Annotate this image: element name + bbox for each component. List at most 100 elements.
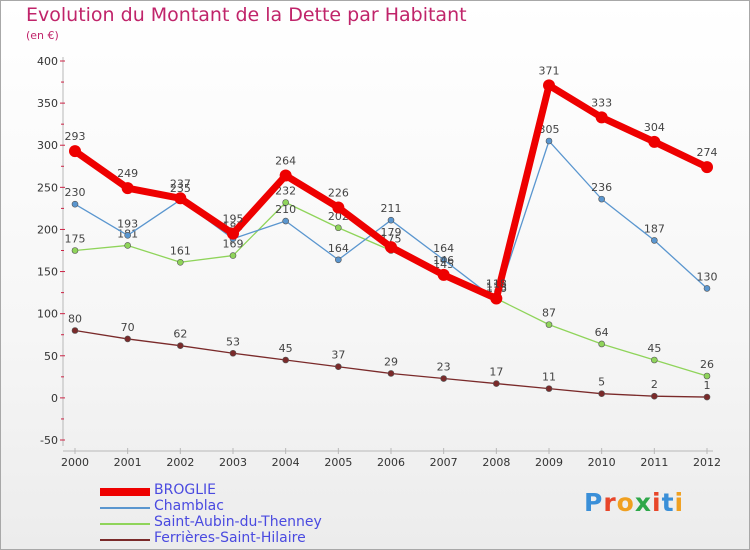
logo-letter: r — [603, 488, 617, 517]
data-point — [229, 349, 237, 357]
data-point — [335, 256, 342, 264]
data-label: 11 — [542, 371, 556, 384]
data-label: 169 — [223, 238, 244, 251]
legend-label: Ferrières-Saint-Hilaire — [154, 530, 306, 546]
data-point — [437, 268, 450, 281]
x-tick-label: 2012 — [693, 456, 721, 469]
legend-label: BROGLIE — [154, 482, 216, 498]
y-tick-label: 400 — [37, 55, 58, 68]
data-label: 2 — [651, 378, 658, 391]
data-label: 211 — [381, 202, 402, 215]
data-label: 130 — [697, 270, 718, 283]
x-tick-label: 2004 — [272, 456, 300, 469]
data-label: 64 — [595, 326, 609, 339]
data-label: 187 — [644, 222, 665, 235]
data-label: 235 — [170, 182, 191, 195]
data-point — [648, 135, 661, 148]
data-label: 305 — [539, 123, 560, 136]
data-point — [282, 356, 289, 364]
data-point — [282, 199, 289, 206]
data-label: 62 — [173, 328, 187, 341]
y-tick-label: 300 — [37, 139, 58, 152]
data-label: 45 — [279, 342, 293, 355]
data-label: 293 — [65, 130, 86, 143]
data-label: 193 — [117, 217, 138, 230]
x-tick-label: 2006 — [377, 456, 405, 469]
data-point — [71, 247, 79, 254]
logo-letter: t — [661, 488, 675, 517]
data-label: 264 — [275, 155, 296, 168]
data-point — [598, 195, 605, 203]
data-label: 53 — [226, 335, 240, 348]
data-label: 195 — [223, 213, 244, 226]
chart-subtitle: (en €) — [26, 29, 59, 42]
y-tick-label: 250 — [37, 181, 58, 194]
data-label: 237 — [170, 177, 191, 190]
chart-title: Evolution du Montant de la Dette par Hab… — [26, 4, 467, 26]
data-label: 118 — [486, 278, 507, 291]
legend-label: Saint-Aubin-du-Thenney — [154, 514, 322, 530]
y-tick-label: 50 — [44, 350, 58, 363]
legend-label: Chamblac — [154, 498, 224, 514]
data-label: 45 — [647, 342, 661, 355]
data-point — [332, 201, 345, 214]
data-point — [71, 200, 79, 208]
data-point — [282, 217, 289, 225]
data-point — [124, 232, 131, 239]
data-point — [598, 390, 605, 397]
data-label: 249 — [117, 167, 138, 180]
data-point — [440, 256, 447, 264]
logo-letter: i — [652, 488, 662, 517]
data-point — [543, 79, 555, 92]
data-point — [279, 169, 292, 182]
data-point — [177, 258, 184, 266]
series-0: 80 70 62 53 45 37 29 23 17 11 5 2 1 — [68, 313, 711, 401]
data-point — [545, 321, 553, 328]
line-chart: -50 0 50 100 150 200 250 300 350 400 2000 2001 2002 2… — [37, 55, 721, 469]
x-tick-label: 2000 — [61, 456, 89, 469]
logo-letter: o — [616, 488, 635, 517]
data-point — [385, 241, 397, 254]
y-tick-label: 100 — [37, 308, 58, 321]
data-label: 333 — [591, 96, 612, 109]
data-point — [651, 356, 658, 364]
data-point — [335, 224, 342, 232]
x-tick-label: 2007 — [430, 456, 458, 469]
logo-letter: P — [584, 488, 604, 517]
data-point — [490, 292, 503, 305]
data-point — [174, 192, 187, 205]
x-tick-label: 2011 — [640, 456, 668, 469]
x-tick-label: 2001 — [114, 456, 142, 469]
data-label: 175 — [65, 233, 86, 246]
data-label: 1 — [704, 379, 711, 392]
x-tick-label: 2005 — [324, 456, 352, 469]
data-point — [69, 145, 81, 158]
data-point — [545, 137, 553, 145]
data-label: 87 — [542, 307, 556, 320]
data-label: 179 — [381, 226, 402, 239]
y-tick-label: 350 — [37, 97, 58, 110]
data-point — [651, 392, 658, 400]
data-point — [703, 372, 711, 380]
data-point — [703, 393, 711, 401]
series-3: 293 249 237 195 264 226 179 146 118 371 333 304 274 — [65, 64, 718, 305]
proxiti-logo: Proxiti — [584, 488, 684, 517]
data-label: 5 — [598, 376, 605, 389]
x-tick-label: 2002 — [166, 456, 194, 469]
data-label: 29 — [384, 355, 398, 368]
data-label: 80 — [68, 313, 82, 326]
logo-letter: i — [674, 488, 685, 517]
x-tick-label: 2008 — [482, 456, 510, 469]
data-point — [651, 237, 658, 244]
data-point — [229, 252, 237, 259]
legend-swatch — [100, 539, 150, 541]
data-point — [227, 227, 239, 240]
y-tick-label: 200 — [37, 223, 58, 236]
data-label: 164 — [328, 242, 349, 255]
data-label: 232 — [275, 184, 296, 197]
data-label: 17 — [489, 366, 503, 379]
data-point — [440, 375, 447, 382]
data-label: 236 — [591, 181, 612, 194]
